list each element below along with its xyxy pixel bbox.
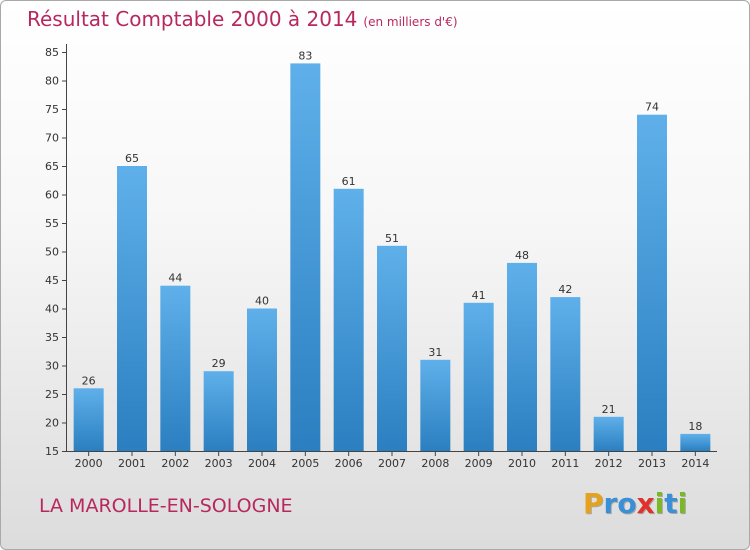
logo-letter: P: [583, 487, 604, 520]
logo-letter: r: [603, 487, 618, 520]
logo-letter: i: [677, 487, 688, 520]
x-tick-label: 2014: [681, 457, 709, 470]
y-tick-label: 65: [45, 160, 59, 173]
title-unit: (en milliers d'€): [363, 15, 458, 29]
bar-2011: [550, 297, 581, 451]
y-tick-label: 25: [45, 388, 59, 401]
commune-name: LA MAROLLE-EN-SOLOGNE: [39, 495, 293, 517]
data-label-2000: 26: [82, 374, 96, 387]
data-label-2004: 40: [255, 295, 269, 308]
x-tick-label: 2013: [638, 457, 666, 470]
x-tick-label: 2011: [551, 457, 579, 470]
x-tick-label: 2006: [335, 457, 363, 470]
x-tick-label: 2007: [378, 457, 406, 470]
bar-2012: [593, 416, 624, 451]
x-tick-label: 2012: [595, 457, 623, 470]
x-tick-label: 2002: [161, 457, 189, 470]
bar-2004: [247, 308, 277, 451]
bar-2008: [420, 359, 451, 451]
y-tick-label: 35: [45, 331, 59, 344]
bar-2013: [637, 114, 667, 451]
data-label-2003: 29: [212, 357, 226, 370]
y-tick-label: 60: [45, 189, 59, 202]
x-tick-label: 2005: [291, 457, 319, 470]
bar-2014: [680, 433, 711, 451]
bar-2010: [507, 262, 537, 451]
logo-letter: o: [617, 487, 637, 520]
y-tick-label: 45: [45, 274, 59, 287]
data-label-2002: 44: [168, 272, 182, 285]
logo-letter: i: [654, 487, 665, 520]
data-label-2013: 74: [645, 101, 659, 114]
y-tick-label: 55: [45, 217, 59, 230]
logo-letter: t: [664, 487, 678, 520]
y-tick-label: 70: [45, 132, 59, 145]
logo-letter: x: [636, 487, 655, 520]
bar-2007: [377, 245, 407, 451]
data-label-2005: 83: [298, 49, 312, 62]
x-tick-label: 2003: [205, 457, 233, 470]
data-label-2008: 31: [428, 346, 442, 359]
data-label-2014: 18: [688, 420, 702, 433]
bar-2003: [203, 371, 234, 451]
bar-2002: [160, 285, 191, 451]
x-tick-label: 2009: [465, 457, 493, 470]
x-tick-label: 2004: [248, 457, 276, 470]
x-tick-label: 2008: [421, 457, 449, 470]
x-tick-label: 2010: [508, 457, 536, 470]
chart-title: Résultat Comptable 2000 à 2014 (en millie…: [27, 7, 458, 31]
bar-2005: [290, 63, 321, 452]
data-label-2007: 51: [385, 232, 399, 245]
data-label-2011: 42: [558, 283, 572, 296]
y-tick-label: 15: [45, 445, 59, 458]
y-tick-label: 40: [45, 303, 59, 316]
y-tick-label: 80: [45, 75, 59, 88]
y-tick-label: 75: [45, 103, 59, 116]
data-label-2012: 21: [602, 403, 616, 416]
title-text: Résultat Comptable 2000 à 2014: [27, 7, 358, 31]
bar-2000: [73, 388, 104, 451]
y-tick-label: 85: [45, 46, 59, 59]
bar-2009: [463, 302, 494, 451]
bar-2006: [333, 188, 364, 452]
y-tick-label: 30: [45, 360, 59, 373]
data-label-2001: 65: [125, 152, 139, 165]
data-label-2010: 48: [515, 249, 529, 262]
bar-2001: [117, 166, 147, 451]
y-tick-label: 50: [45, 246, 59, 259]
proxiti-logo[interactable]: Proxiti: [583, 487, 687, 520]
data-label-2006: 61: [342, 175, 356, 188]
y-tick-label: 20: [45, 417, 59, 430]
data-label-2009: 41: [472, 289, 486, 302]
x-tick-label: 2001: [118, 457, 146, 470]
x-tick-label: 2000: [75, 457, 103, 470]
